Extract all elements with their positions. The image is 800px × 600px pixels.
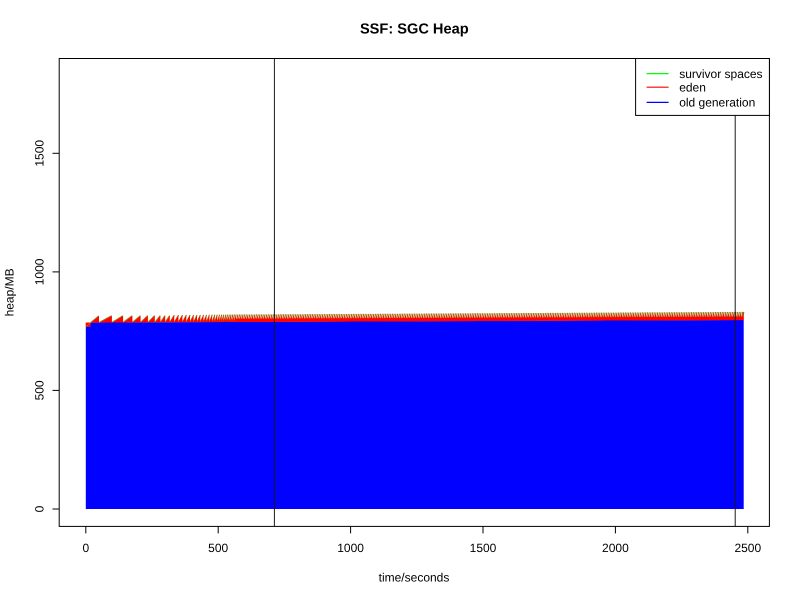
svg-text:old generation: old generation [679, 96, 755, 110]
svg-text:time/seconds: time/seconds [379, 570, 450, 584]
svg-text:500: 500 [208, 541, 228, 555]
svg-text:eden: eden [679, 81, 706, 95]
svg-text:SSF: SGC Heap: SSF: SGC Heap [360, 22, 469, 38]
svg-text:0: 0 [82, 541, 89, 555]
svg-text:2000: 2000 [602, 541, 629, 555]
svg-text:1500: 1500 [33, 140, 47, 167]
svg-text:1500: 1500 [470, 541, 497, 555]
svg-text:1000: 1000 [33, 258, 47, 285]
svg-text:0: 0 [33, 505, 47, 512]
svg-text:500: 500 [33, 380, 47, 400]
svg-text:heap/MB: heap/MB [3, 268, 17, 316]
svg-text:1000: 1000 [337, 541, 364, 555]
svg-text:survivor spaces: survivor spaces [679, 67, 762, 81]
svg-text:2500: 2500 [734, 541, 761, 555]
